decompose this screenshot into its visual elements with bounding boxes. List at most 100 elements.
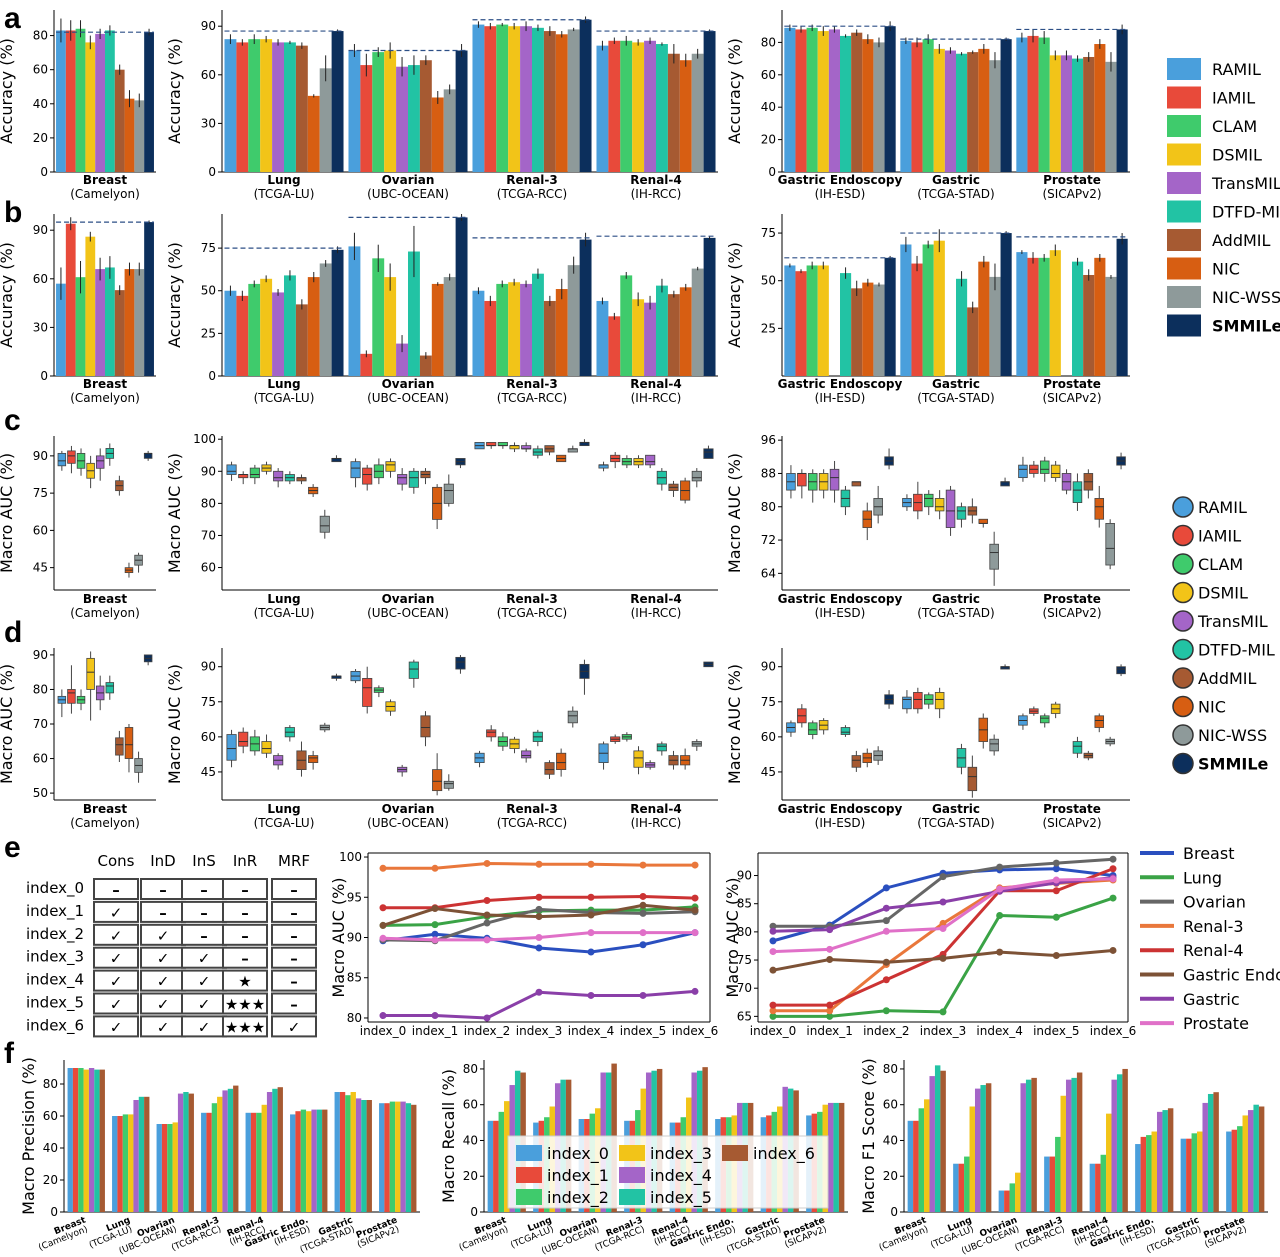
- panel-e-right-x-tick: index_4: [976, 1024, 1022, 1038]
- bar-index_3: [1197, 1131, 1203, 1212]
- bar-index_2: [300, 1109, 307, 1212]
- bar-NIC: [124, 269, 135, 376]
- bar-IAMIL: [65, 223, 76, 376]
- box-SMMILe: [143, 452, 153, 459]
- bar-DTFD-MIL: [1072, 261, 1084, 376]
- ablation-mark: –: [200, 927, 208, 945]
- panel-a-0-y-label: Accuracy (%): [0, 38, 16, 144]
- panel-a-2-y-tick-label: 60: [761, 68, 776, 82]
- panel-b-category-name: Renal-4: [630, 377, 681, 391]
- box-IAMIL: [238, 731, 249, 747]
- box-CLAM: [923, 493, 934, 508]
- panel-e-right-x-tick: index_3: [920, 1024, 966, 1038]
- box-DSMIL: [1050, 464, 1061, 479]
- ablation-mark: –: [290, 996, 298, 1014]
- box-TransMIL: [829, 468, 840, 491]
- bar-RAMIL: [900, 244, 912, 376]
- series-point: [769, 922, 777, 930]
- panel-b-2-y-tick-label: 25: [761, 321, 776, 335]
- panel-f-precision-y-tick-label: 40: [43, 1141, 58, 1155]
- ablation-cell: [222, 946, 268, 969]
- bar-CLAM: [496, 283, 509, 376]
- series-point: [769, 966, 777, 974]
- bar-SMMILe: [703, 237, 716, 376]
- ablation-mark: ✓: [110, 996, 123, 1014]
- f-legend-label-index_1: index_1: [547, 1166, 609, 1186]
- series-point: [587, 911, 595, 919]
- box-DTFD-MIL: [1072, 741, 1083, 754]
- bar-index_0: [1226, 1131, 1232, 1212]
- box-CLAM: [1039, 715, 1050, 724]
- bar-NIC: [862, 282, 874, 376]
- bar-index_1: [1140, 1136, 1147, 1212]
- series-point: [939, 924, 947, 932]
- ablation-mark: –: [241, 904, 249, 922]
- bar-index_0: [67, 1068, 73, 1212]
- bar-index_2: [389, 1101, 396, 1212]
- ablation-col-InS: InS: [192, 852, 215, 870]
- bar-index_1: [958, 1163, 965, 1212]
- bar-AddMIL: [967, 52, 979, 173]
- bar-NIC: [555, 289, 568, 376]
- legend-swatch-CLAM: [1167, 115, 1201, 137]
- bar-index_6: [277, 1087, 283, 1212]
- series-point: [691, 894, 699, 902]
- panel-c-category-name: Lung: [267, 592, 300, 606]
- panel-f-recall-y-tick-label: 80: [463, 1062, 478, 1076]
- bar-index_4: [1156, 1111, 1163, 1212]
- box-RAMIL: [226, 464, 237, 475]
- bar-index_0: [907, 1120, 914, 1212]
- panel-b-category-name: Prostate: [1043, 377, 1101, 391]
- bar-NIC-WSS: [1105, 276, 1117, 376]
- panel-d-category-name: Ovarian: [382, 802, 435, 816]
- bar-TransMIL: [396, 66, 408, 172]
- bar-index_0: [379, 1103, 385, 1212]
- ablation-mark: –: [241, 950, 249, 968]
- series-point: [639, 901, 647, 909]
- bar-index_2: [1146, 1135, 1152, 1212]
- panel-c-1-y-tick-label: 90: [201, 464, 216, 478]
- series-point: [939, 954, 947, 962]
- ablation-mark: ✓: [198, 1018, 211, 1036]
- panel-e-left-y-label: Macro AUC (%): [329, 877, 348, 997]
- bar-index_1: [161, 1124, 168, 1212]
- bar-NIC-WSS: [443, 277, 456, 376]
- bar-RAMIL: [784, 265, 796, 376]
- box-RAMIL: [226, 734, 237, 761]
- bar-index_2: [78, 1068, 84, 1212]
- bar-index_6: [940, 1070, 946, 1212]
- panel-a-1-y-label: Accuracy (%): [165, 38, 184, 144]
- bar-index_6: [1031, 1077, 1037, 1212]
- bar-IAMIL: [236, 295, 249, 376]
- bar-index_1: [250, 1112, 257, 1212]
- legend-label-TransMIL: TransMIL: [1211, 174, 1280, 193]
- series-point: [826, 926, 834, 934]
- bar-index_6: [366, 1100, 372, 1212]
- panel-a-category-name: Lung: [267, 173, 300, 187]
- series-point: [882, 917, 890, 925]
- box-DSMIL: [633, 750, 644, 768]
- bar-IAMIL: [484, 300, 497, 376]
- bar-index_1: [1004, 1190, 1010, 1212]
- bar-DSMIL: [933, 240, 945, 376]
- panel-d-category-sub: (UBC-OCEAN): [367, 816, 449, 830]
- legend-label-NIC: NIC: [1198, 698, 1226, 717]
- bar-index_2: [1237, 1126, 1243, 1212]
- legend-label-TransMIL: TransMIL: [1197, 612, 1268, 631]
- bar-NIC-WSS: [989, 60, 1001, 172]
- bar-RAMIL: [348, 50, 361, 172]
- ablation-mark: –: [290, 927, 298, 945]
- bar-index_3: [261, 1104, 267, 1212]
- series-point: [996, 885, 1004, 893]
- series-point: [826, 1012, 834, 1020]
- bar-index_0: [245, 1112, 251, 1212]
- bar-SMMILe: [455, 217, 468, 376]
- series-point: [1052, 859, 1060, 867]
- panel-d-category-sub: (IH-RCC): [631, 816, 682, 830]
- panel-a-category-sub: (IH-RCC): [631, 187, 682, 201]
- legend-label-NIC: NIC: [1212, 260, 1240, 279]
- panel-c-category-sub: (SICAPv2): [1042, 606, 1101, 620]
- series-point: [1109, 855, 1117, 863]
- bar-RAMIL: [784, 27, 796, 172]
